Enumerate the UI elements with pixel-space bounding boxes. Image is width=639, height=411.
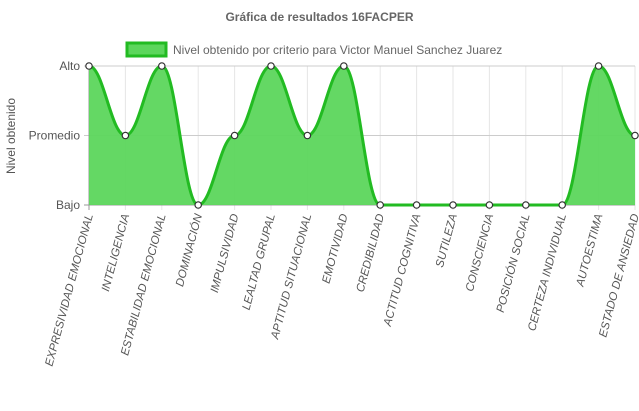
data-point-13[interactable]: [521, 201, 530, 209]
x-tick-label: CREDIBILIDAD: [355, 213, 387, 294]
data-point-3[interactable]: [158, 62, 166, 70]
points-layer: [85, 62, 639, 209]
x-tick-label: INTELIGENCIA: [100, 212, 132, 293]
area-layer: [88, 64, 636, 207]
y-tick-labels: Bajo Promedio Alto: [29, 59, 81, 212]
x-tick-label: EMOTIVIDAD: [321, 213, 351, 285]
data-point-4[interactable]: [194, 201, 203, 209]
data-point-10[interactable]: [412, 201, 421, 209]
x-tick-label: ESTADO DE ANSIEDAD: [597, 213, 639, 339]
x-tick-label: APTITUD SITUACIONAL: [269, 213, 314, 342]
y-tick-label: Promedio: [29, 129, 81, 143]
data-point-8[interactable]: [339, 62, 348, 70]
data-point-7[interactable]: [303, 131, 312, 140]
x-tick-label: SUTILEZA: [434, 212, 460, 269]
data-point-1[interactable]: [85, 62, 93, 70]
y-tick-label: Alto: [59, 59, 80, 73]
x-tick-label: POSICIÓN SOCIAL: [494, 212, 533, 314]
x-tick-label: ACTITUD COGNITIVA: [382, 212, 424, 328]
y-tick-label: Bajo: [56, 198, 80, 212]
data-point-2[interactable]: [121, 131, 130, 140]
data-point-9[interactable]: [376, 201, 385, 209]
x-tick-label: CERTEZA INDIVIDUAL: [526, 213, 569, 333]
data-point-14[interactable]: [558, 201, 567, 209]
x-tick-label: DOMINACIÓN: [173, 212, 205, 288]
data-point-15[interactable]: [594, 62, 603, 70]
x-tick-label: AUTOESTIMA: [574, 212, 605, 288]
legend[interactable]: Nivel obtenido por criterio para Victor …: [125, 41, 502, 58]
x-tick-label: IMPULSIVIDAD: [209, 213, 242, 295]
legend-label[interactable]: Nivel obtenido por criterio para Victor …: [173, 43, 502, 57]
chart-title: Gráfica de resultados 16FACPER: [225, 10, 413, 24]
y-axis-label: Nivel obtenido: [4, 98, 18, 174]
data-point-5[interactable]: [230, 131, 239, 140]
x-tick-label: EXPRESIVIDAD EMOCIONAL: [44, 213, 96, 368]
x-tick-labels: EXPRESIVIDAD EMOCIONAL INTELIGENCIAESTABI…: [44, 212, 639, 368]
data-point-12[interactable]: [485, 201, 494, 209]
x-tick-label: CONSCIENCIA: [464, 212, 496, 293]
data-point-11[interactable]: [449, 201, 457, 209]
series-line: [88, 64, 636, 207]
data-point-6[interactable]: [267, 62, 275, 70]
x-tick-label: LEALTAD GRUPAL: [241, 213, 278, 312]
legend-swatch[interactable]: [125, 41, 168, 58]
data-point-16[interactable]: [631, 131, 639, 140]
